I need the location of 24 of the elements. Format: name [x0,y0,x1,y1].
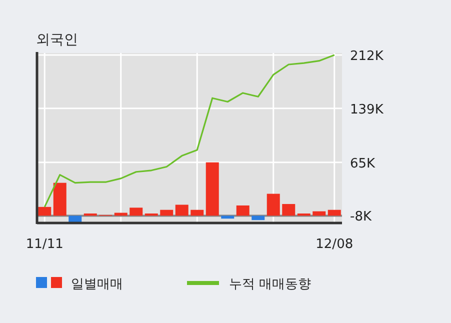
y-tick-label: 65K [350,156,376,172]
bar [266,194,280,216]
y-tick-label: -8K [350,210,372,225]
legend-label: 누적 매매동향 [229,277,312,292]
bar [236,205,250,216]
legend-label: 일별매매 [71,277,123,292]
x-tick-label: 11/11 [26,237,64,252]
y-tick-label: 139K [350,102,384,118]
bar [312,211,326,216]
bar [206,162,219,216]
bar [282,204,296,216]
chart-title: 외국인 [36,32,78,48]
bar [328,210,341,216]
bar [38,206,52,216]
bar [221,216,234,219]
bar [175,204,188,216]
bar [160,210,174,216]
bar [130,208,143,216]
bar [252,216,265,220]
y-tick-label: 212K [350,49,384,64]
x-tick-label: 12/08 [316,237,354,252]
bar [190,210,204,216]
line-series [44,54,336,208]
bar [53,182,66,216]
